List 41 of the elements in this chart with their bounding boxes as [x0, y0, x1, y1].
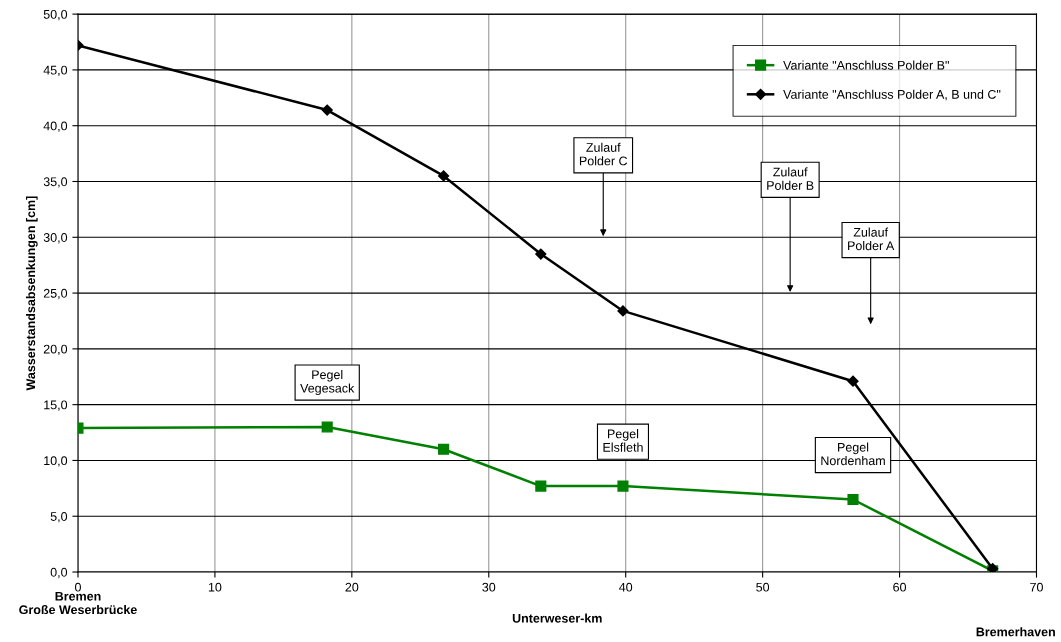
point	[321, 104, 333, 116]
point	[321, 421, 333, 433]
annotation: Zulauf Polder C	[579, 142, 628, 166]
annotation: Zulauf Polder B	[767, 167, 814, 190]
point	[438, 443, 450, 455]
y-tick-label: 35,0	[43, 177, 68, 188]
point	[617, 480, 629, 492]
y-tick-label: 10,0	[44, 456, 68, 467]
point	[535, 248, 547, 260]
annotation: Pegel Vegesack	[300, 369, 355, 396]
x-tick-label: 40	[619, 582, 633, 592]
x-tick-label: 0	[75, 582, 81, 592]
x-tick-label: 20	[345, 582, 359, 592]
annotation: Zulauf Polder A	[848, 227, 895, 251]
y-tick-label: 0,0	[50, 567, 68, 579]
point	[617, 305, 629, 317]
point	[847, 493, 859, 506]
annotation: Pegel Elsfleth	[603, 429, 643, 452]
y-tick-label: 15,0	[44, 400, 68, 411]
text: Bremerhaven	[976, 627, 1055, 637]
text: Bremen Große Weserbrücke	[19, 591, 137, 615]
y-tick-label: 25,0	[43, 288, 68, 300]
y-axis-title: Wasserstandsabsenkungen [cm]	[25, 196, 38, 391]
point	[535, 480, 547, 492]
x-tick-label: 50	[756, 582, 770, 592]
x-tick-label: 60	[893, 582, 907, 592]
y-tick-label: 5,0	[50, 512, 68, 523]
point	[847, 375, 859, 387]
y-tick-label: 45,0	[43, 65, 68, 77]
annotation: Pegel Nordenham	[821, 442, 885, 466]
y-tick-label: 20,0	[43, 344, 68, 355]
x-tick-label: 70	[1030, 582, 1043, 592]
y-tick-label: 30,0	[43, 233, 68, 244]
y-tick-label: 50,0	[43, 9, 68, 21]
legend-label: Variante "Anschluss Polder A, B und C"	[783, 89, 1001, 101]
x-tick-label: 30	[482, 582, 496, 592]
point	[437, 170, 450, 182]
y-tick-label: 40,0	[43, 121, 68, 132]
x-tick-label: 10	[208, 582, 222, 592]
legend-label: Variante "Anschluss Polder B"	[783, 60, 949, 70]
x-axis-title: Unterweser-km	[512, 613, 602, 623]
